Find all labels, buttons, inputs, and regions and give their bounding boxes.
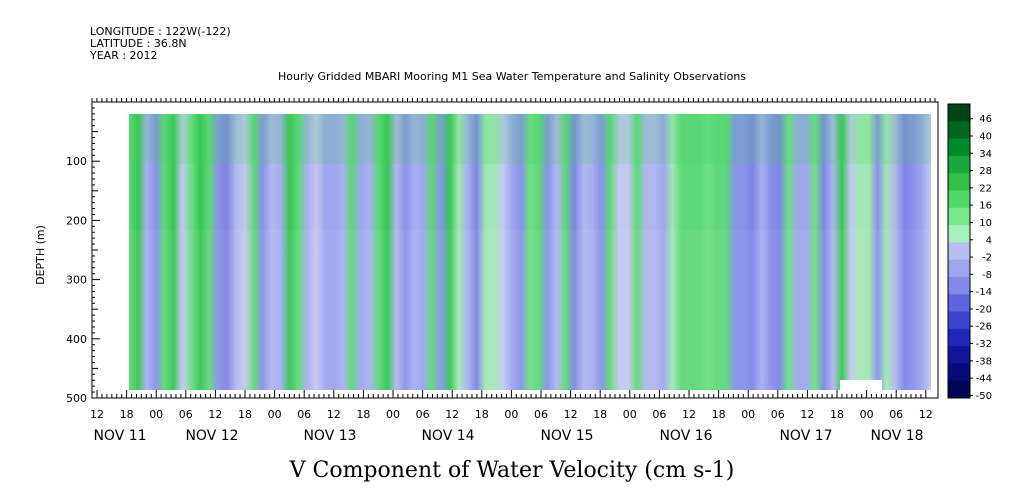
hour-tick-label: 18: [593, 408, 607, 421]
longitude-label: LONGITUDE : 122W(-122): [90, 25, 231, 38]
hour-tick-label: 00: [386, 408, 400, 421]
chart-title: Hourly Gridded MBARI Mooring M1 Sea Wate…: [278, 70, 746, 83]
hour-tick-label: 18: [356, 408, 370, 421]
hour-tick-label: 06: [179, 408, 193, 421]
hour-tick-label: 00: [504, 408, 518, 421]
colorbar-swatch: [948, 346, 970, 364]
heatmap-field: [129, 114, 931, 390]
date-label: NOV 16: [659, 428, 712, 444]
colorbar-label: -8: [982, 270, 992, 281]
colorbar-label: -44: [976, 374, 992, 385]
colorbar-label: 22: [979, 183, 992, 194]
hour-tick-label: 12: [682, 408, 696, 421]
colorbar-label: -20: [976, 304, 992, 315]
date-label: NOV 11: [93, 428, 146, 444]
hour-tick-label: 00: [268, 408, 282, 421]
y-tick-label: 400: [66, 333, 87, 346]
hour-tick-label: 06: [652, 408, 666, 421]
date-label: NOV 15: [540, 428, 593, 444]
date-label: NOV 13: [303, 428, 356, 444]
date-label: NOV 12: [185, 428, 238, 444]
colorbar-label: -2: [982, 253, 992, 264]
hour-tick-label: 18: [475, 408, 489, 421]
colorbar-label: -32: [976, 339, 992, 350]
latitude-label: LATITUDE : 36.8N: [90, 37, 187, 50]
hour-tick-label: 00: [741, 408, 755, 421]
hour-tick-label: 12: [564, 408, 578, 421]
missing-data-patch: [840, 380, 882, 390]
colorbar-label: 16: [979, 201, 992, 212]
colorbar-swatch: [948, 190, 970, 209]
hour-tick-label: 06: [416, 408, 430, 421]
date-label: NOV 17: [779, 428, 832, 444]
hour-tick-label: 18: [238, 408, 252, 421]
colorbar-label: 10: [979, 218, 992, 229]
y-tick-labels: 100 200 300 400 500: [66, 155, 87, 405]
colorbar-swatch: [948, 121, 970, 140]
hour-tick-label: 00: [623, 408, 637, 421]
colorbar-label: 40: [979, 131, 992, 142]
hour-tick-label: 06: [889, 408, 903, 421]
hour-tick-label: 18: [120, 408, 134, 421]
left-ticks: [92, 101, 100, 399]
hour-tick-label: 06: [771, 408, 785, 421]
colorbar-swatch: [948, 380, 970, 399]
colorbar-label: -26: [976, 322, 992, 333]
heatmap-depth-overlay-1: [129, 114, 931, 164]
colorbar-swatch: [948, 276, 970, 295]
colorbar-label: -14: [976, 287, 992, 298]
colorbar-label: 34: [979, 149, 992, 160]
colorbar-swatch: [948, 311, 970, 330]
colorbar-label: 4: [986, 235, 992, 246]
colorbar: 46 40 34 28 22 16 10 4 -2 -8 -14 -20 -26 -32 -38 -44 -50: [947, 103, 992, 402]
colorbar-swatch: [948, 225, 970, 243]
colorbar-label: 46: [979, 114, 992, 125]
colorbar-label: -50: [976, 391, 992, 402]
bottom-ticks: [96, 390, 927, 398]
colorbar-swatch: [948, 259, 970, 278]
top-minor-ticks: [91, 98, 936, 102]
y-tick-label: 300: [66, 274, 87, 287]
hour-tick-label: 12: [800, 408, 814, 421]
colorbar-frame: [947, 103, 971, 399]
colorbar-swatch: [948, 104, 970, 122]
y-tick-label: 100: [66, 155, 87, 168]
date-label: NOV 18: [870, 428, 923, 444]
colorbar-swatch: [948, 328, 970, 347]
hour-tick-label: 00: [860, 408, 874, 421]
date-label: NOV 14: [421, 428, 474, 444]
y-tick-label: 500: [66, 392, 87, 405]
y-tick-label: 200: [66, 214, 87, 227]
year-label: YEAR : 2012: [90, 49, 158, 62]
colorbar-label: -38: [976, 356, 992, 367]
hour-tick-label: 12: [90, 408, 104, 421]
hour-tick-label: 12: [919, 408, 933, 421]
colorbar-swatch: [948, 207, 970, 226]
hour-tick-label: 06: [297, 408, 311, 421]
colorbar-swatch: [948, 173, 970, 191]
y-axis-label: DEPTH (m): [34, 225, 47, 285]
colorbar-swatch: [948, 294, 970, 313]
date-labels: NOV 11 NOV 12 NOV 13 NOV 14 NOV 15 NOV 16 NOV …: [93, 428, 923, 444]
colorbar-label: 28: [979, 166, 992, 177]
heatmap-depth-overlay-2: [129, 230, 931, 390]
hour-tick-label: 12: [208, 408, 222, 421]
hour-tick-label: 12: [327, 408, 341, 421]
hour-tick-label: 06: [534, 408, 548, 421]
hour-tick-label: 18: [830, 408, 844, 421]
colorbar-swatch: [948, 138, 970, 157]
colorbar-swatch: [948, 242, 970, 261]
hour-tick-labels: 12 18 00 06 12 18 00 06 12 18 00 06 12 18 00 06 12 18 00 06…: [90, 408, 933, 421]
x-axis-label: V Component of Water Velocity (cm s-1): [289, 458, 735, 483]
heatmap-data-area: [129, 114, 931, 390]
colorbar-swatch: [948, 363, 970, 382]
hour-tick-label: 12: [445, 408, 459, 421]
hour-tick-label: 18: [712, 408, 726, 421]
hour-tick-label: 00: [149, 408, 163, 421]
colorbar-swatch: [948, 155, 970, 174]
